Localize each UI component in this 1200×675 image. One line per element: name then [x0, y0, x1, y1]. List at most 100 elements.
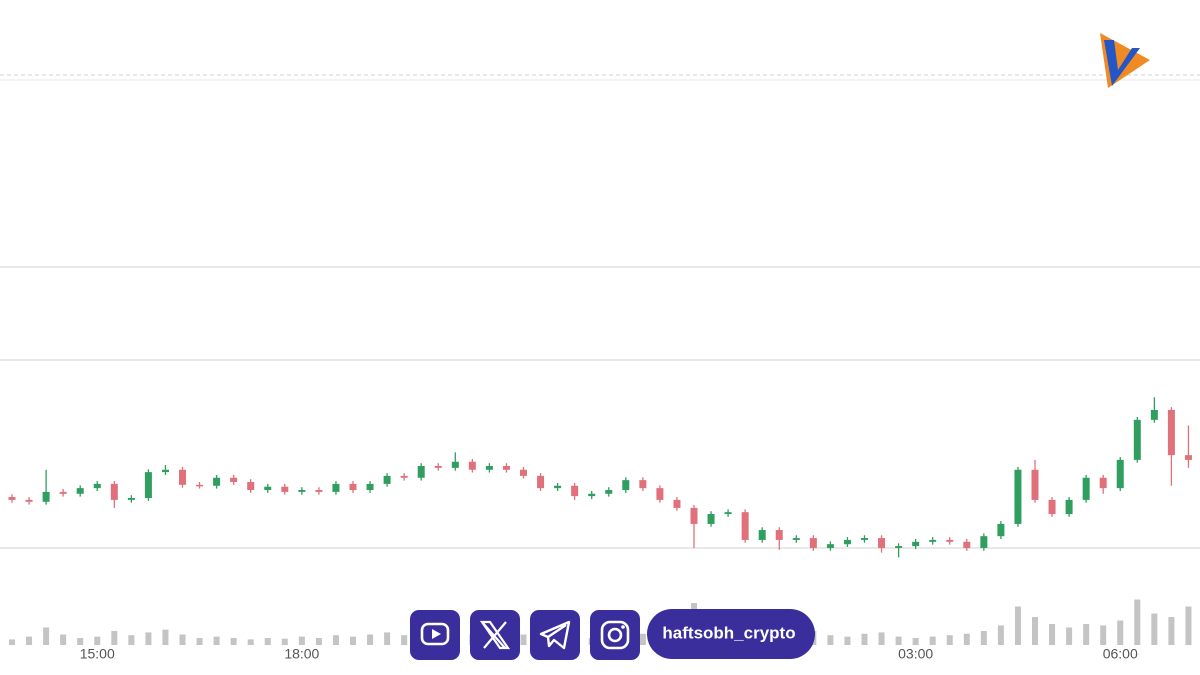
volume-bar: [332, 635, 339, 645]
telegram-button[interactable]: [530, 610, 580, 660]
volume-bar: [9, 639, 15, 645]
logo: [1100, 33, 1150, 88]
volume-bar: [929, 636, 936, 645]
candle-body: [690, 507, 698, 524]
volume-bar: [997, 625, 1004, 645]
candle-body: [230, 477, 238, 483]
candle-body: [59, 491, 67, 494]
volume-bar: [980, 631, 987, 645]
telegram-icon: [539, 620, 571, 650]
handle-text: haftsobh_crypto: [662, 623, 795, 642]
candle-body: [8, 497, 16, 500]
candle-body: [724, 512, 732, 515]
volume-bar: [350, 636, 356, 645]
candle-body: [1099, 477, 1107, 489]
volume-bar: [1049, 624, 1056, 645]
candle-body: [571, 485, 579, 497]
volume-bar: [963, 633, 970, 645]
candle-body: [878, 538, 886, 548]
candle-body: [332, 483, 340, 492]
candle-body: [656, 488, 664, 500]
instagram-icon: [621, 625, 625, 629]
candle-body: [485, 465, 493, 470]
volume-bar: [1117, 620, 1124, 645]
volume-bar: [145, 632, 152, 645]
volume-bar: [230, 638, 237, 645]
volume-bar: [912, 638, 919, 645]
candle-body: [349, 483, 357, 491]
candle-body: [247, 482, 255, 491]
candle-body: [400, 475, 408, 478]
candle-body: [76, 488, 84, 494]
volume-bar: [384, 632, 391, 645]
candle-body: [963, 541, 971, 548]
candle-body: [144, 472, 152, 499]
candle-body: [161, 469, 169, 473]
volume-bar: [844, 636, 851, 645]
candle-body: [93, 483, 101, 489]
candle-body: [1116, 459, 1124, 489]
candle-body: [468, 461, 476, 470]
volume-bar: [26, 636, 33, 645]
handle-pill[interactable]: [647, 609, 815, 659]
candle-body: [264, 486, 272, 491]
volume-bar: [946, 635, 953, 645]
candle-body: [315, 490, 323, 492]
volume-bar: [367, 634, 374, 645]
instagram-button[interactable]: [590, 610, 640, 660]
candle-body: [707, 514, 715, 524]
volume-bar: [111, 631, 118, 645]
candle-body: [605, 490, 613, 494]
candle-body: [912, 541, 920, 547]
candle-body: [366, 483, 374, 491]
instagram-icon: [607, 627, 623, 643]
candle-body: [127, 498, 135, 500]
candle-body: [843, 539, 851, 545]
x-tick-label: 15:00: [80, 646, 115, 662]
candle-body: [1014, 469, 1022, 524]
volume-bar: [895, 636, 902, 645]
candle-body: [25, 499, 33, 502]
volume-bar: [1100, 625, 1107, 645]
volume-bar: [520, 634, 527, 645]
volume-bar: [1083, 624, 1090, 645]
logo-v: [1104, 40, 1140, 86]
candle-body: [196, 484, 204, 487]
candle-body: [997, 523, 1005, 537]
instagram-icon: [600, 620, 630, 650]
volume-bar: [315, 638, 322, 645]
candle-body: [775, 530, 783, 540]
candle-body: [502, 465, 510, 470]
youtube-icon: [432, 629, 441, 639]
volume-bar: [128, 635, 135, 645]
candle-body: [434, 465, 442, 468]
candle-body: [1048, 499, 1056, 515]
candle-body: [792, 538, 800, 540]
candle-body: [1184, 455, 1192, 460]
candle-body: [451, 461, 459, 468]
volume-bar: [1134, 599, 1141, 645]
candle-body: [673, 499, 681, 508]
volume-bar: [196, 638, 203, 645]
volume-bar: [1151, 613, 1158, 645]
candle-body: [298, 490, 306, 492]
volume-bar: [401, 635, 408, 645]
volume-bar: [77, 638, 84, 645]
candle-body: [809, 538, 817, 548]
candle-body: [1082, 477, 1090, 500]
candle-body: [179, 469, 186, 485]
candle-body: [417, 465, 425, 478]
candle-body: [1065, 499, 1073, 515]
candle-body: [42, 491, 50, 502]
candle-body: [895, 546, 903, 548]
youtube-icon: [420, 622, 450, 646]
x-icon: [479, 620, 511, 650]
volume-bar: [1032, 617, 1038, 645]
candle-body: [980, 536, 988, 548]
candle-body: [554, 485, 562, 489]
candle-body: [281, 486, 289, 492]
candle-body: [588, 493, 596, 497]
candle-body: [741, 512, 749, 540]
background-grid: [0, 74, 1200, 549]
